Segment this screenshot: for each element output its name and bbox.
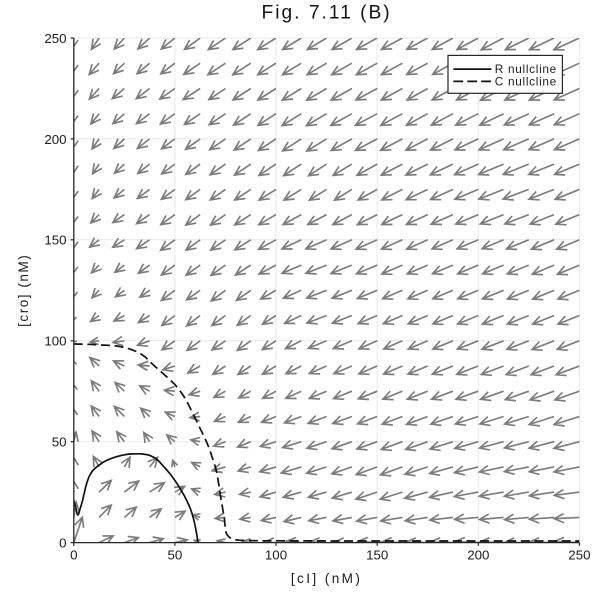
svg-text:100: 100 xyxy=(44,334,66,349)
svg-text:200: 200 xyxy=(467,547,489,562)
svg-text:50: 50 xyxy=(52,435,67,450)
svg-text:150: 150 xyxy=(366,547,388,562)
svg-text:150: 150 xyxy=(44,233,66,248)
svg-text:0: 0 xyxy=(59,536,66,551)
svg-text:250: 250 xyxy=(44,31,66,46)
svg-text:Fig. 7.11 (B): Fig. 7.11 (B) xyxy=(262,3,392,24)
svg-text:[cI] (nM): [cI] (nM) xyxy=(291,571,362,586)
svg-text:250: 250 xyxy=(568,547,590,562)
svg-text:R nullcline: R nullcline xyxy=(495,62,557,76)
svg-text:C nullcline: C nullcline xyxy=(495,75,557,89)
svg-text:50: 50 xyxy=(168,547,183,562)
svg-text:0: 0 xyxy=(70,547,77,562)
svg-text:100: 100 xyxy=(265,547,287,562)
svg-text:[cro] (nM): [cro] (nM) xyxy=(16,254,31,327)
svg-text:200: 200 xyxy=(44,132,66,147)
